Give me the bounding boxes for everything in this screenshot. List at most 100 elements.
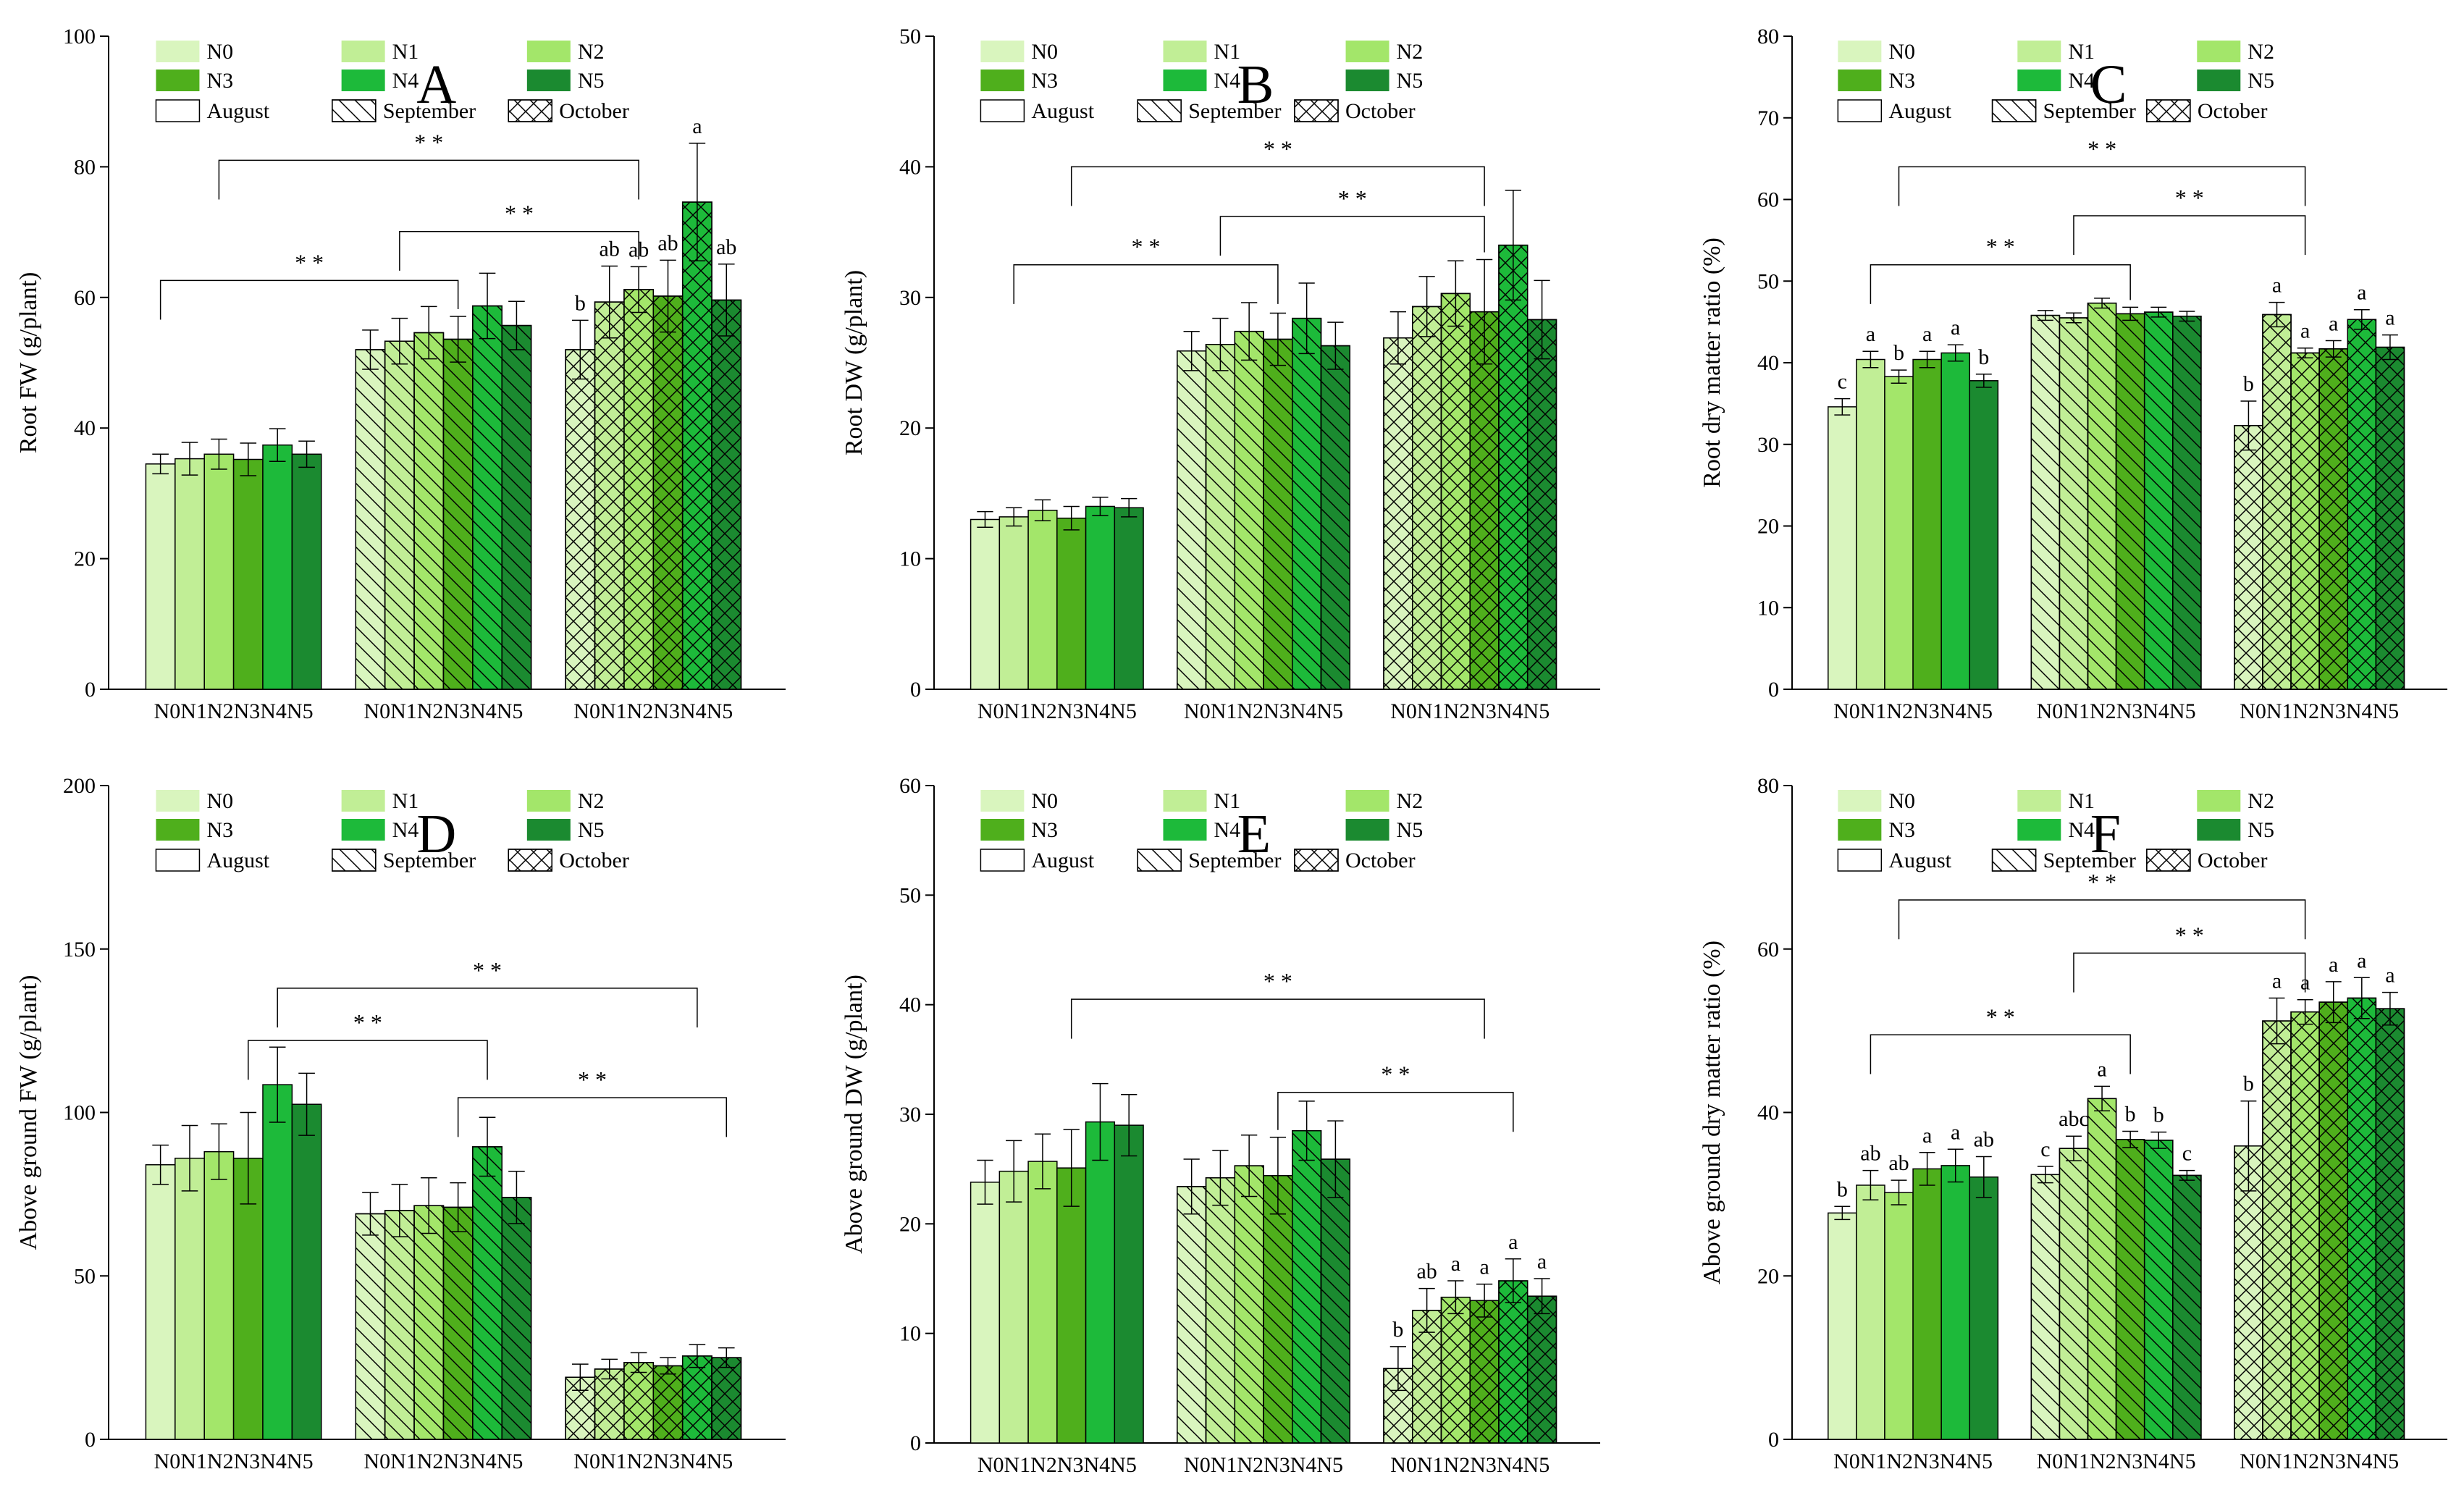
- bar-pattern: [652, 1365, 684, 1440]
- legend-label: N5: [1397, 818, 1424, 842]
- y-tick-label: 40: [1757, 351, 1779, 375]
- bar-pattern: [384, 340, 415, 690]
- legend-swatch-n4: [2017, 819, 2061, 841]
- x-tick-label: N0N1N2N3N4N5: [2240, 1449, 2399, 1473]
- y-axis-label: Above ground FW (g/plant): [15, 975, 42, 1250]
- legend-pattern-swatch: [980, 99, 1025, 122]
- sig-bracket: [457, 1097, 728, 1137]
- bar-pattern: [1526, 319, 1557, 690]
- legend-swatch-n1: [341, 41, 385, 62]
- sig-letter: a: [2097, 1057, 2106, 1081]
- sig-letter: ab: [1974, 1127, 1994, 1151]
- legend-label: N3: [1888, 69, 1915, 93]
- sig-letter: c: [2040, 1137, 2050, 1161]
- sig-letter: a: [1951, 316, 1960, 340]
- legend-label: N4: [392, 818, 419, 842]
- bar-august-n4: [1085, 1121, 1116, 1444]
- sig-letter: b: [1392, 1318, 1403, 1342]
- x-tick-label: N0N1N2N3N4N5: [573, 699, 733, 723]
- legend-label: August: [1888, 849, 1951, 872]
- bar-pattern: [2347, 997, 2377, 1440]
- legend-label: N0: [1888, 40, 1915, 64]
- legend-label: N5: [1397, 69, 1424, 93]
- y-tick-label: 20: [899, 1212, 921, 1236]
- legend-swatch-n5: [1345, 70, 1389, 91]
- x-tick-label: N0N1N2N3N4N5: [2037, 1449, 2196, 1473]
- bar-august-n1: [175, 1157, 205, 1440]
- panel-c: 0 10 20 30 40 50 60 70 80 Root dry matter ratio (…: [1699, 25, 2447, 723]
- legend-swatch-n1: [2017, 41, 2061, 62]
- y-axis-label: Above ground DW (g/plant): [841, 975, 867, 1254]
- bar-august-n1: [175, 458, 205, 690]
- bar-pattern: [2030, 1174, 2061, 1440]
- legend: N0 N1 N2 N3 N4 N5 August September October: [1837, 789, 2274, 872]
- sig-bracket-label: * *: [1986, 234, 2015, 260]
- y-tick-label: 30: [899, 1103, 921, 1127]
- bar-pattern: [623, 1362, 655, 1440]
- y-tick-label: 80: [1757, 25, 1779, 49]
- legend-swatch-n3: [156, 70, 200, 91]
- legend-label: August: [1888, 99, 1951, 123]
- legend-label: N3: [1031, 69, 1058, 93]
- legend-label: N4: [1214, 69, 1240, 93]
- bar-pattern: [1440, 293, 1471, 690]
- legend-pattern-fill: [1991, 849, 2037, 872]
- bar-august-n5: [291, 453, 322, 690]
- x-tick-label: N0N1N2N3N4N5: [573, 1449, 733, 1473]
- bar-pattern: [2375, 1008, 2405, 1440]
- legend-label: N5: [578, 69, 605, 93]
- sig-bracket: [159, 279, 459, 320]
- bar-pattern: [565, 349, 596, 690]
- bar-pattern: [681, 201, 712, 690]
- legend-label: October: [1345, 99, 1416, 123]
- legend-swatch-n5: [1345, 819, 1389, 841]
- sig-letter: a: [2272, 274, 2282, 298]
- bar-august-n4: [262, 1084, 293, 1440]
- bar-pattern: [2087, 1098, 2117, 1440]
- x-tick-label: N0N1N2N3N4N5: [154, 699, 314, 723]
- x-tick-label: N0N1N2N3N4N5: [1833, 699, 1993, 723]
- legend-swatch-n1: [341, 790, 385, 812]
- legend-label: N5: [578, 818, 605, 842]
- legend-swatch-n3: [1838, 819, 1882, 841]
- legend-label: N2: [2248, 789, 2274, 813]
- bar-pattern: [1205, 343, 1236, 690]
- bar-pattern: [1234, 1165, 1264, 1444]
- legend-label: N1: [2068, 789, 2095, 813]
- bar-august-n0: [970, 518, 1001, 690]
- legend-pattern-swatch: [155, 99, 201, 122]
- bar-pattern: [2234, 425, 2263, 690]
- bar-august-n0: [1828, 406, 1857, 690]
- bar-pattern: [442, 338, 474, 690]
- bar-pattern: [413, 1205, 445, 1440]
- bar-august-n4: [262, 444, 293, 690]
- sig-letter: a: [2329, 312, 2338, 336]
- legend-label: N1: [1214, 40, 1240, 64]
- legend-label: N4: [2068, 69, 2095, 93]
- bar-pattern: [472, 1146, 503, 1440]
- bar-august-n2: [1027, 1161, 1058, 1444]
- bar-pattern: [1469, 311, 1500, 690]
- legend-label: N2: [578, 40, 605, 64]
- bar-pattern: [2059, 317, 2089, 690]
- bar-pattern: [2087, 302, 2117, 690]
- y-tick-label: 60: [899, 774, 921, 798]
- bar-pattern: [2318, 348, 2349, 690]
- legend-label: August: [1031, 849, 1094, 872]
- sig-letter: c: [2182, 1142, 2192, 1166]
- sig-bracket-label: * *: [505, 201, 534, 227]
- legend-label: N3: [1888, 818, 1915, 842]
- legend-swatch-n4: [1163, 819, 1207, 841]
- legend-label: N3: [206, 69, 233, 93]
- panel-e: 0 10 20 30 40 50 60 Above ground DW (g/plant) N0…: [841, 774, 1600, 1477]
- legend-label: N0: [1031, 789, 1058, 813]
- y-tick-label: 40: [74, 416, 96, 440]
- legend-swatch-n3: [980, 819, 1025, 841]
- sig-bracket-label: * *: [414, 129, 443, 155]
- sig-letter: abc: [2059, 1107, 2089, 1131]
- legend-swatch-n1: [2017, 790, 2061, 812]
- legend-label: September: [1188, 99, 1281, 123]
- sig-letter: b: [1893, 341, 1904, 365]
- bar-pattern: [1292, 317, 1322, 690]
